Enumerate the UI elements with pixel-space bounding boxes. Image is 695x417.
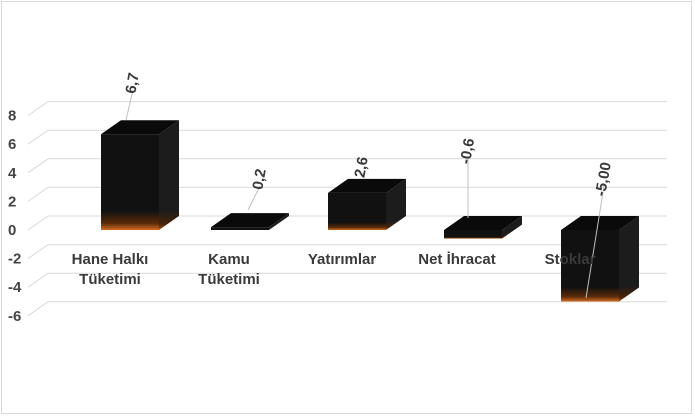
data-label-leader <box>585 185 605 299</box>
bar <box>561 216 639 302</box>
data-label: -0,6 <box>457 137 478 165</box>
bar-front <box>328 192 386 230</box>
bar-top <box>211 213 289 228</box>
bar-top <box>444 216 522 230</box>
bar <box>101 120 179 230</box>
category-label: Stoklar <box>545 251 596 268</box>
gridlines <box>27 101 667 317</box>
category-label-line: Tüketimi <box>79 271 141 288</box>
data-label-leaders <box>125 89 605 299</box>
category-label-line: Tüketimi <box>198 271 260 288</box>
category-labels: Hane Halkı Tüketimi Kamu Tüketimi Yatırımlar… <box>72 251 596 288</box>
gridline <box>27 129 667 145</box>
bar-front <box>211 227 269 230</box>
data-label: 0,2 <box>249 167 269 190</box>
bars <box>101 120 639 302</box>
bar-top <box>561 216 639 230</box>
y-tick-label: -6 <box>8 308 21 325</box>
gridline <box>27 272 667 288</box>
category-label: Net İhracat <box>418 251 496 268</box>
bar-side <box>269 213 289 230</box>
y-tick-label: -4 <box>8 279 22 296</box>
bar-side <box>619 216 639 302</box>
category-label: Hane Halkı Tüketimi <box>72 251 149 288</box>
bar-front <box>101 134 159 230</box>
bar-side <box>159 120 179 230</box>
data-label: 6,7 <box>122 71 142 94</box>
y-axis-ticks: 8 6 4 2 0 -2 -4 -6 <box>8 108 22 325</box>
gridline <box>27 101 667 117</box>
data-label: 2,6 <box>351 155 371 178</box>
data-label: -5,00 <box>592 161 615 198</box>
category-label-line: Hane Halkı <box>72 251 149 268</box>
category-label-line: Yatırımlar <box>308 251 377 268</box>
category-label-line: Stoklar <box>545 251 596 268</box>
y-tick-label: 6 <box>8 136 16 153</box>
bar <box>211 213 289 230</box>
bar-side <box>386 178 406 230</box>
data-label-leader <box>125 89 134 121</box>
bar-front <box>561 230 619 302</box>
bar-front <box>444 230 502 239</box>
bar <box>444 216 522 239</box>
y-tick-label: 0 <box>8 222 16 239</box>
category-label-line: Net İhracat <box>418 251 496 268</box>
data-labels: 6,7 0,2 2,6 -0,6 -5,00 <box>122 71 615 197</box>
bar-top <box>328 178 406 193</box>
gridline <box>27 215 667 231</box>
gridline <box>27 301 667 317</box>
gridline <box>27 186 667 202</box>
category-label: Kamu Tüketimi <box>198 251 260 288</box>
y-tick-label: 4 <box>8 165 17 182</box>
gridline <box>27 244 667 260</box>
category-label: Yatırımlar <box>308 251 377 268</box>
gridline <box>27 158 667 174</box>
bar-side <box>502 216 522 239</box>
y-tick-label: 8 <box>8 108 16 125</box>
category-label-line: Kamu <box>208 251 250 268</box>
y-tick-label: -2 <box>8 251 21 268</box>
bar <box>328 178 406 230</box>
data-label-leader <box>247 185 261 211</box>
bar-top <box>101 120 179 135</box>
y-tick-label: 2 <box>8 193 16 210</box>
